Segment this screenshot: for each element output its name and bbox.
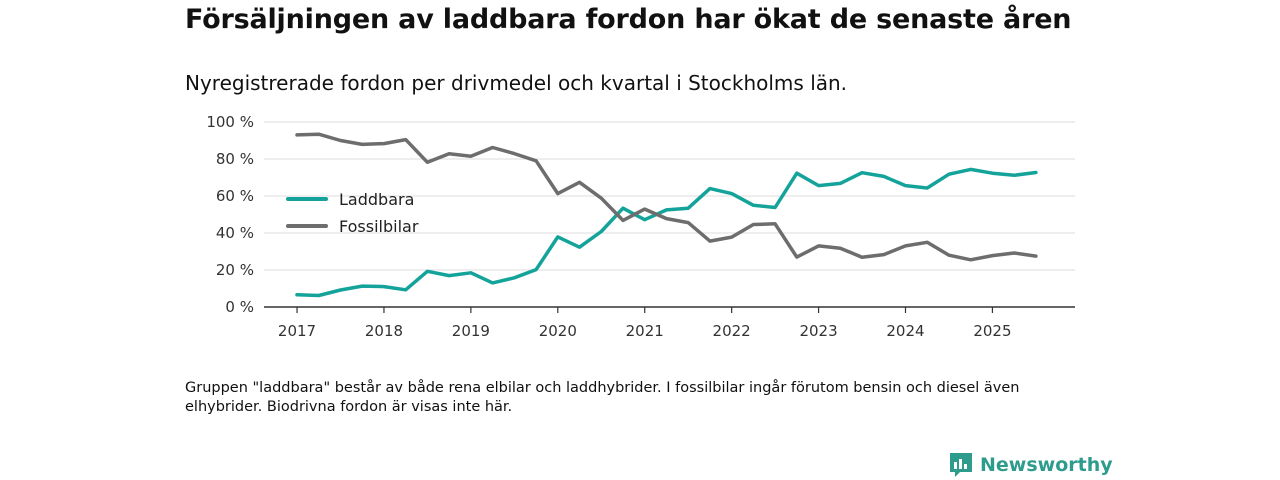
data-point[interactable]	[965, 254, 977, 266]
data-point[interactable]	[313, 128, 325, 140]
data-point[interactable]	[378, 138, 390, 150]
y-tick-label: 60 %	[216, 187, 254, 205]
data-point[interactable]	[617, 214, 629, 226]
data-point[interactable]	[291, 289, 303, 301]
data-point[interactable]	[465, 267, 477, 279]
data-point[interactable]	[443, 270, 455, 282]
data-point[interactable]	[400, 134, 412, 146]
data-point[interactable]	[682, 217, 694, 229]
y-tick-label: 100 %	[206, 113, 254, 131]
data-point[interactable]	[443, 148, 455, 160]
chart-subtitle: Nyregistrerade fordon per drivmedel och …	[185, 71, 848, 95]
data-point[interactable]	[530, 155, 542, 167]
data-point[interactable]	[356, 138, 368, 150]
data-point[interactable]	[791, 251, 803, 263]
chart-title: Försäljningen av laddbara fordon har öka…	[185, 4, 1072, 35]
data-point[interactable]	[508, 272, 520, 284]
data-point[interactable]	[965, 163, 977, 175]
y-tick-label: 20 %	[216, 261, 254, 279]
series-line-laddbara	[295, 167, 1038, 298]
footnote: Gruppen "laddbara" består av både rena e…	[185, 380, 1020, 415]
data-point[interactable]	[813, 180, 825, 192]
data-point[interactable]	[400, 284, 412, 296]
data-point[interactable]	[834, 242, 846, 254]
data-point[interactable]	[595, 192, 607, 204]
data-point[interactable]	[943, 249, 955, 261]
data-point[interactable]	[421, 265, 433, 277]
data-point[interactable]	[1008, 169, 1020, 181]
x-tick-label: 2023	[799, 322, 837, 340]
data-point[interactable]	[813, 240, 825, 252]
data-point[interactable]	[334, 284, 346, 296]
x-tick-label: 2020	[539, 322, 577, 340]
data-point[interactable]	[921, 182, 933, 194]
data-point[interactable]	[639, 203, 651, 215]
legend-label: Laddbara	[339, 190, 414, 209]
data-point[interactable]	[508, 148, 520, 160]
data-point[interactable]	[421, 156, 433, 168]
data-point[interactable]	[291, 129, 303, 141]
data-point[interactable]	[465, 150, 477, 162]
x-tick-label: 2017	[278, 322, 316, 340]
y-tick-label: 0 %	[225, 298, 254, 316]
data-point[interactable]	[574, 241, 586, 253]
data-point[interactable]	[791, 167, 803, 179]
brand-logo[interactable]: Newsworthy	[948, 451, 1113, 479]
x-tick-label: 2025	[973, 322, 1011, 340]
data-point[interactable]	[878, 249, 890, 261]
x-tick-label: 2022	[713, 322, 751, 340]
data-point[interactable]	[487, 142, 499, 154]
newsworthy-logo-icon	[950, 453, 972, 477]
data-point[interactable]	[856, 251, 868, 263]
data-point[interactable]	[595, 226, 607, 238]
data-point[interactable]	[487, 277, 499, 289]
series-line-fossilbilar	[295, 132, 1038, 262]
brand-name: Newsworthy	[980, 454, 1113, 476]
data-point[interactable]	[1030, 167, 1042, 179]
legend-label: Fossilbilar	[339, 217, 419, 236]
data-point[interactable]	[769, 201, 781, 213]
data-point[interactable]	[986, 167, 998, 179]
data-point[interactable]	[334, 135, 346, 147]
data-point[interactable]	[921, 236, 933, 248]
x-tick-label: 2019	[452, 322, 490, 340]
data-point[interactable]	[660, 213, 672, 225]
data-point[interactable]	[378, 281, 390, 293]
data-point[interactable]	[682, 202, 694, 214]
data-point[interactable]	[899, 180, 911, 192]
data-point[interactable]	[747, 218, 759, 230]
data-point[interactable]	[356, 280, 368, 292]
data-point[interactable]	[639, 214, 651, 226]
data-point[interactable]	[986, 250, 998, 262]
data-point[interactable]	[943, 168, 955, 180]
data-point[interactable]	[574, 176, 586, 188]
data-point[interactable]	[899, 240, 911, 252]
data-point[interactable]	[552, 231, 564, 243]
y-tick-label: 80 %	[216, 150, 254, 168]
data-point[interactable]	[704, 235, 716, 247]
data-point[interactable]	[1008, 247, 1020, 259]
data-point[interactable]	[530, 264, 542, 276]
data-point[interactable]	[769, 218, 781, 230]
x-tick-label: 2024	[886, 322, 924, 340]
data-point[interactable]	[726, 231, 738, 243]
data-point[interactable]	[878, 170, 890, 182]
data-point[interactable]	[726, 188, 738, 200]
data-point[interactable]	[704, 183, 716, 195]
y-tick-label: 40 %	[216, 224, 254, 242]
data-point[interactable]	[552, 188, 564, 200]
data-point[interactable]	[747, 199, 759, 211]
x-tick-label: 2021	[626, 322, 664, 340]
data-point[interactable]	[856, 167, 868, 179]
data-point[interactable]	[834, 177, 846, 189]
data-point[interactable]	[313, 290, 325, 302]
data-point[interactable]	[1030, 250, 1042, 262]
data-point[interactable]	[617, 202, 629, 214]
x-tick-label: 2018	[365, 322, 403, 340]
